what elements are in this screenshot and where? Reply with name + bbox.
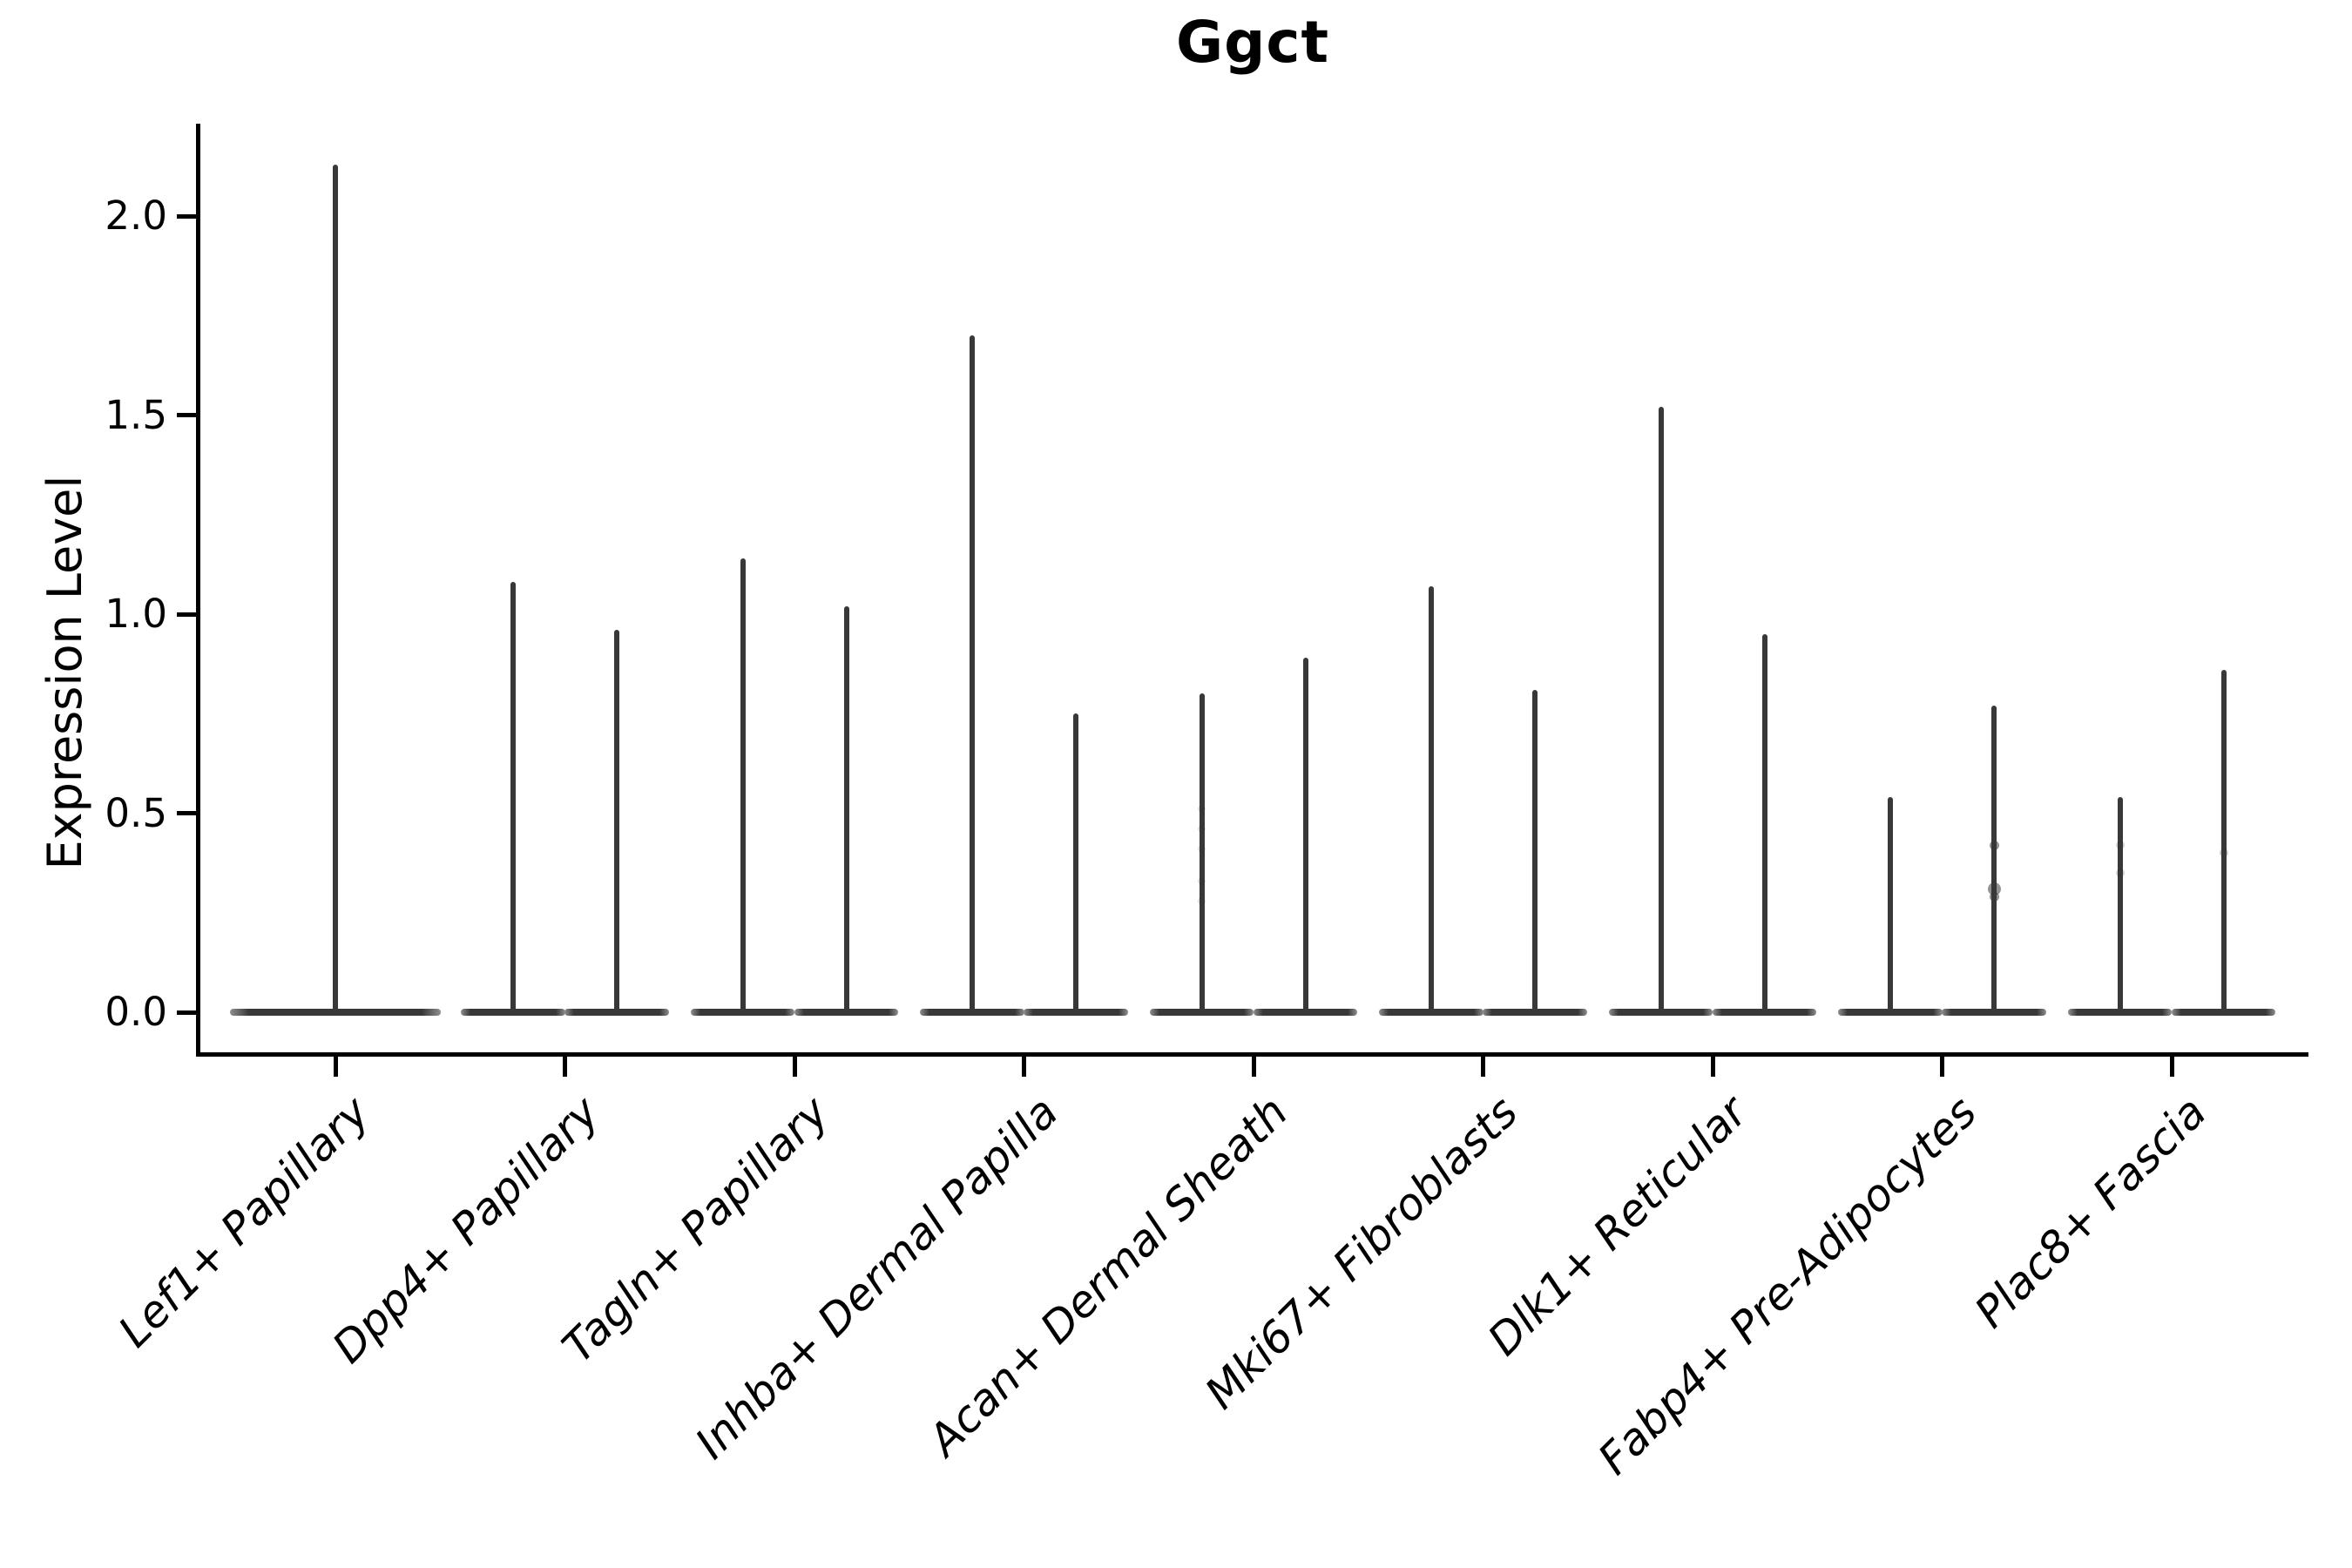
x-tick-label: Plac8+ Fascia (1964, 1086, 2216, 1338)
violin-spike (2117, 797, 2123, 1015)
y-axis-spine (196, 124, 200, 1057)
y-tick-mark (177, 811, 196, 815)
violin-spike (1658, 407, 1664, 1015)
y-tick-mark (177, 1010, 196, 1015)
y-axis-label: Expression Level (37, 475, 92, 870)
chart-title: Ggct (1175, 9, 1330, 76)
x-tick-mark (792, 1057, 797, 1077)
violin-spike (510, 582, 516, 1015)
violin-spike (2220, 669, 2227, 1015)
x-tick-mark (2169, 1057, 2174, 1077)
violin-spike (614, 630, 619, 1015)
jitter-dot (1198, 825, 1206, 834)
violin-spike (1532, 689, 1538, 1015)
violin-spike (843, 605, 849, 1015)
violin-spike (1302, 658, 1308, 1015)
x-tick-mark (333, 1057, 338, 1077)
jitter-dot (2115, 841, 2125, 850)
jitter-dot (1198, 876, 1206, 885)
x-tick-mark (1022, 1057, 1026, 1077)
y-tick-label: 0.5 (105, 789, 167, 836)
x-tick-mark (1481, 1057, 1485, 1077)
x-axis-spine (196, 1052, 2308, 1057)
violin-spike (1429, 586, 1434, 1015)
jitter-dot (1198, 896, 1206, 905)
violin-spike (1199, 693, 1205, 1015)
x-tick-mark (1940, 1057, 1944, 1077)
y-tick-label: 1.5 (105, 391, 167, 438)
violin-spike (970, 335, 975, 1015)
jitter-dot (2115, 868, 2125, 878)
y-tick-mark (177, 413, 196, 417)
y-tick-mark (177, 213, 196, 219)
violin-spike (333, 164, 338, 1015)
violin-spike (1761, 633, 1767, 1015)
jitter-dot (1989, 840, 1999, 850)
x-tick-mark (1251, 1057, 1256, 1077)
y-tick-mark (177, 612, 196, 617)
jitter-dot (1198, 845, 1206, 854)
y-tick-label: 1.0 (105, 591, 167, 637)
violin-spike (1991, 706, 1997, 1015)
x-tick-mark (563, 1057, 567, 1077)
violin-spike (1073, 713, 1078, 1015)
violin-spike (740, 558, 746, 1015)
x-tick-label: Lef1+ Papillary (109, 1086, 380, 1357)
jitter-dot (2219, 848, 2228, 858)
y-tick-label: 0.0 (105, 989, 167, 1035)
x-tick-mark (1710, 1057, 1715, 1077)
jitter-dot (1989, 891, 1999, 902)
x-tick-label: Fabp4+ Pre-Adipocytes (1588, 1086, 1987, 1485)
y-tick-label: 2.0 (105, 193, 167, 239)
jitter-dot (1198, 805, 1206, 814)
violin-spike (1888, 797, 1893, 1015)
